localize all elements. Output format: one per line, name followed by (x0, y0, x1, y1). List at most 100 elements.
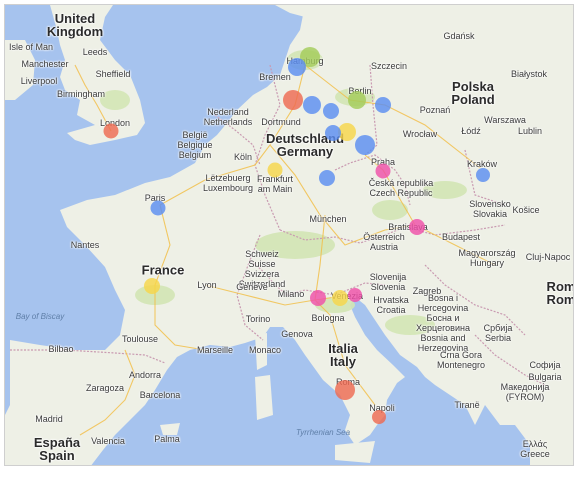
map-view[interactable]: United Kingdom France Deutschland Germany Pol… (4, 4, 574, 466)
city-label-munchen-line: München (309, 214, 347, 224)
marker-hamburg-2[interactable] (288, 58, 306, 76)
city-label-bilbao-line: Bilbao (48, 344, 74, 354)
city-label-srbija-line: Serbia (484, 333, 512, 343)
marker-praha[interactable] (375, 163, 391, 179)
city-label-valencia-line: Valencia (91, 436, 125, 446)
sicily-land (335, 441, 375, 463)
city-label-sheffield: Sheffield (96, 69, 131, 79)
city-label-lodz: Łódź (461, 126, 481, 136)
city-label-tirane: Tiranë (454, 400, 479, 410)
city-label-letzebuerg: Lëtzebuerg Luxembourg (203, 173, 253, 193)
city-label-praha: Praha (371, 157, 395, 167)
city-label-hrvatska-line: Hrvatska (373, 295, 409, 305)
marker-berlin-2[interactable] (375, 97, 391, 113)
city-label-lyon-line: Lyon (197, 280, 217, 290)
city-label-crna_gora-line: Crna Gora (439, 350, 483, 360)
ireland-land (5, 40, 35, 100)
city-label-liverpool-line: Liverpool (20, 76, 58, 86)
city-label-gdansk: Gdańsk (443, 31, 474, 41)
city-label-dortmund: Dortmund (261, 117, 301, 127)
city-label-milano-line: Milano (277, 289, 305, 299)
city-label-slovensko-line: Slovakia (472, 209, 508, 219)
marker-london[interactable] (103, 123, 119, 139)
marker-frankfurt[interactable] (267, 162, 283, 178)
marker-hannover-2[interactable] (323, 103, 339, 119)
city-label-toulouse: Toulouse (122, 334, 158, 344)
country-label-france: France (142, 264, 185, 277)
city-label-crna_gora: Crna Gora Montenegro (437, 350, 485, 370)
city-label-bosna: Bosna i Hercegovina Босна и Херцеговина Bosn… (416, 293, 470, 353)
city-label-sofia-line: Софија (529, 360, 561, 370)
marker-venezia[interactable] (332, 290, 348, 306)
city-label-ceska-line: Česká republika (368, 178, 434, 188)
city-label-torino-line: Torino (245, 314, 271, 324)
city-label-makedonija-line: Македонија (500, 382, 550, 392)
city-label-bulgaria: Bulgaria (528, 372, 561, 382)
country-label-spain: España Spain (34, 436, 80, 462)
marker-berlin-1[interactable] (348, 91, 366, 109)
city-label-praha-line: Praha (370, 157, 396, 167)
city-label-sofia: Софија (530, 360, 561, 370)
city-label-london: London (100, 118, 130, 128)
country-label-romania-line: Rom (546, 292, 574, 307)
city-label-slovensko: Slovensko Slovakia (469, 199, 511, 219)
marker-napoli[interactable] (372, 410, 386, 424)
country-label-poland-line: Polska (452, 79, 494, 94)
marker-hannover-1[interactable] (303, 96, 321, 114)
city-label-barcelona: Barcelona (140, 390, 181, 400)
marker-dresden[interactable] (355, 135, 375, 155)
city-label-zagreb-line: Zagreb (412, 286, 442, 296)
city-label-bratislava-line: Bratislava (388, 222, 428, 232)
marker-roma[interactable] (335, 380, 355, 400)
city-label-leeds: Leeds (83, 47, 108, 57)
city-label-kosice: Košice (512, 205, 539, 215)
city-label-barcelona-line: Barcelona (139, 390, 181, 400)
city-label-schweiz-line: Suisse (248, 259, 276, 269)
city-label-bremen-line: Bremen (259, 72, 291, 82)
city-label-isle_of_man-line: Isle of Man (8, 42, 54, 52)
city-label-schweiz-line: Switzerland (238, 279, 286, 289)
city-label-genova: Genova (281, 329, 313, 339)
city-label-szczecin: Szczecin (371, 61, 407, 71)
city-label-nederland-line: Netherlands (203, 117, 253, 127)
city-label-osterreich: Österreich Austria (363, 232, 405, 252)
city-label-paris: Paris (145, 193, 166, 203)
city-label-zagreb: Zagreb (413, 286, 442, 296)
mallorca-land (160, 423, 180, 435)
country-label-poland: Polska Poland (451, 80, 494, 106)
marker-nurnberg[interactable] (319, 170, 335, 186)
city-label-bosna-line: Bosnia and (420, 333, 466, 343)
marker-koln[interactable] (325, 125, 341, 141)
city-label-krakow: Kraków (467, 159, 497, 169)
marker-bremen[interactable] (283, 90, 303, 110)
city-label-bulgaria-line: Bulgaria (528, 372, 562, 382)
city-label-dortmund-line: Dortmund (261, 117, 301, 127)
city-label-napoli-line: Napoli (369, 403, 395, 413)
city-label-slovenija-line: Slovenija (369, 272, 407, 282)
marker-paris[interactable] (150, 200, 166, 216)
marker-bratislava[interactable] (409, 219, 425, 235)
city-label-crna_gora-line: Montenegro (436, 360, 486, 370)
city-label-osterreich-line: Austria (369, 242, 399, 252)
marker-milano[interactable] (310, 290, 326, 306)
country-label-germany-line: Germany (276, 144, 334, 159)
country-label-uk: United Kingdom (47, 12, 103, 38)
city-label-bremen: Bremen (259, 72, 291, 82)
marker-adriatic[interactable] (348, 288, 362, 302)
city-label-budapest: Budapest (442, 232, 480, 242)
city-label-koln: Köln (234, 152, 252, 162)
city-label-monaco: Monaco (249, 345, 281, 355)
marker-france[interactable] (144, 278, 160, 294)
sea-label-tyrrhenian: Tyrrhenian Sea (295, 428, 351, 437)
marker-krakow[interactable] (476, 168, 490, 182)
city-label-birmingham-line: Birmingham (56, 89, 106, 99)
city-label-magyarorszag-line: Hungary (469, 258, 505, 268)
marker-leipzig[interactable] (338, 123, 356, 141)
city-label-belgie: België Belgique Belgium (177, 130, 212, 160)
city-label-wroclaw-line: Wrocław (402, 129, 438, 139)
city-label-london-line: London (99, 118, 131, 128)
city-label-osterreich-line: Österreich (363, 232, 405, 242)
city-label-madrid: Madrid (35, 414, 63, 424)
city-label-bosna-line: Босна и (426, 313, 460, 323)
great-britain-land (50, 5, 145, 145)
